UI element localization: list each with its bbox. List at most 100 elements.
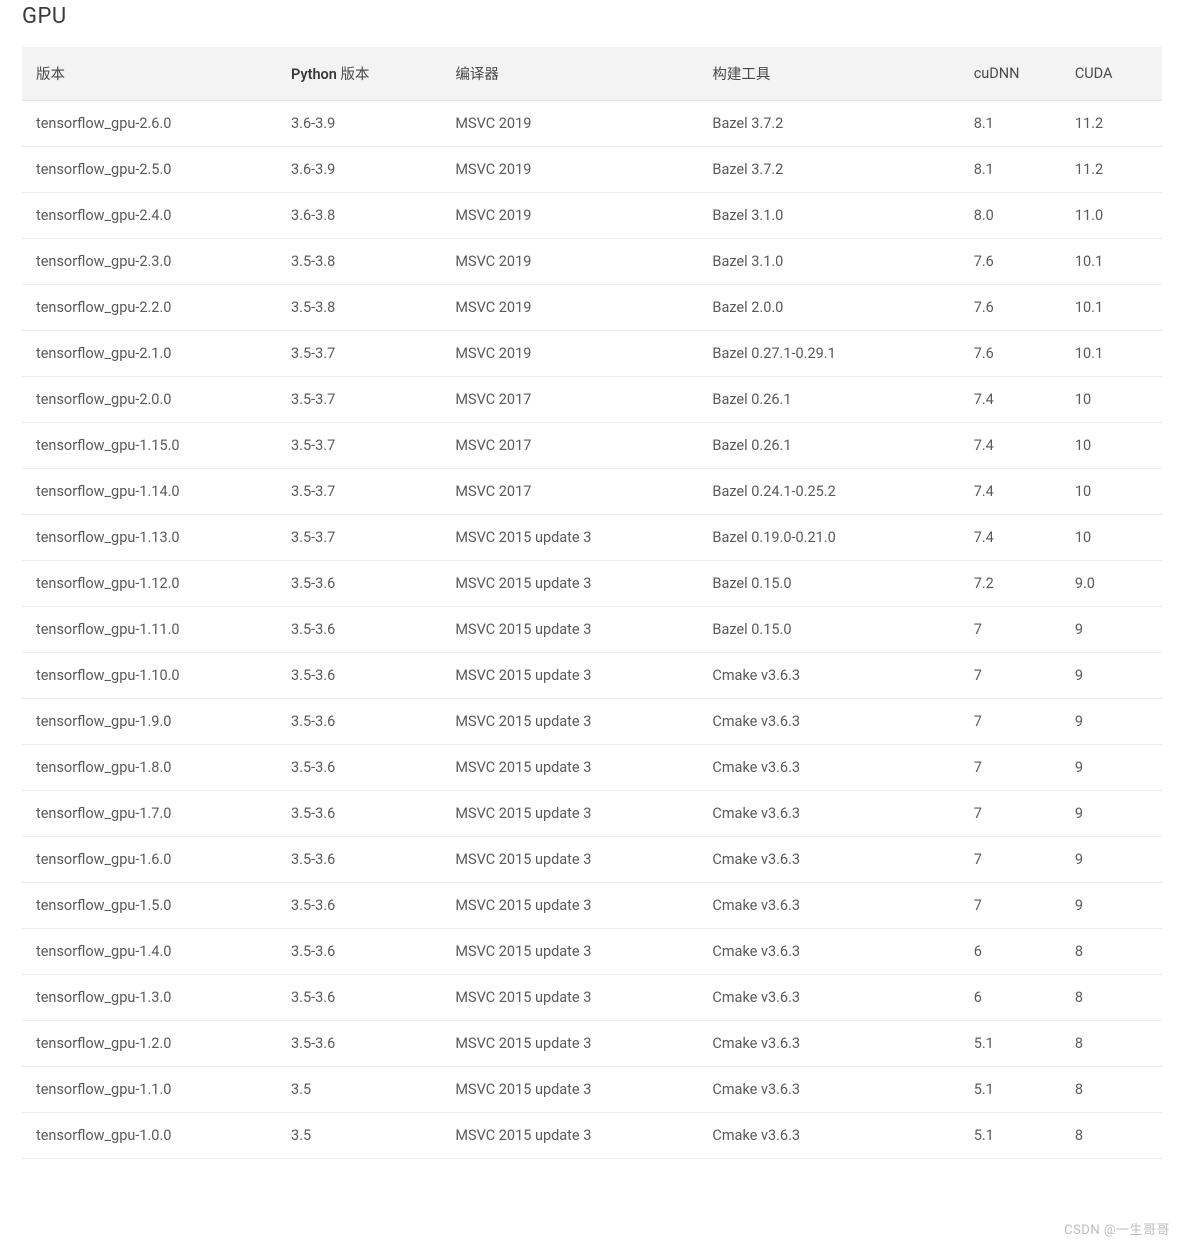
cell-cudnn: 5.1: [960, 1021, 1061, 1067]
cell-compiler: MSVC 2019: [441, 331, 698, 377]
cell-cuda: 10.1: [1061, 239, 1162, 285]
cell-version: tensorflow_gpu-1.15.0: [22, 423, 277, 469]
cell-python: 3.5: [277, 1067, 441, 1113]
table-row: tensorflow_gpu-2.0.03.5-3.7MSVC 2017Baze…: [22, 377, 1162, 423]
cell-cuda: 8: [1061, 929, 1162, 975]
table-header-row: 版本Python 版本编译器构建工具cuDNNCUDA: [22, 47, 1162, 101]
table-head: 版本Python 版本编译器构建工具cuDNNCUDA: [22, 47, 1162, 101]
cell-build: Bazel 0.24.1-0.25.2: [698, 469, 959, 515]
col-header-version: 版本: [22, 47, 277, 101]
compat-table: 版本Python 版本编译器构建工具cuDNNCUDA tensorflow_g…: [22, 47, 1162, 1159]
table-row: tensorflow_gpu-1.4.03.5-3.6MSVC 2015 upd…: [22, 929, 1162, 975]
cell-cudnn: 5.1: [960, 1113, 1061, 1159]
table-row: tensorflow_gpu-2.4.03.6-3.8MSVC 2019Baze…: [22, 193, 1162, 239]
table-row: tensorflow_gpu-1.9.03.5-3.6MSVC 2015 upd…: [22, 699, 1162, 745]
table-row: tensorflow_gpu-1.8.03.5-3.6MSVC 2015 upd…: [22, 745, 1162, 791]
cell-cuda: 9: [1061, 745, 1162, 791]
cell-build: Bazel 0.15.0: [698, 607, 959, 653]
cell-version: tensorflow_gpu-1.7.0: [22, 791, 277, 837]
cell-cudnn: 7.6: [960, 331, 1061, 377]
cell-python: 3.5-3.6: [277, 791, 441, 837]
cell-build: Bazel 0.19.0-0.21.0: [698, 515, 959, 561]
cell-compiler: MSVC 2015 update 3: [441, 745, 698, 791]
cell-python: 3.5-3.7: [277, 331, 441, 377]
cell-compiler: MSVC 2015 update 3: [441, 653, 698, 699]
cell-build: Bazel 3.1.0: [698, 239, 959, 285]
cell-build: Cmake v3.6.3: [698, 929, 959, 975]
table-row: tensorflow_gpu-2.6.03.6-3.9MSVC 2019Baze…: [22, 101, 1162, 147]
cell-cuda: 8: [1061, 975, 1162, 1021]
cell-cudnn: 7: [960, 699, 1061, 745]
cell-build: Cmake v3.6.3: [698, 653, 959, 699]
cell-python: 3.5-3.6: [277, 561, 441, 607]
cell-version: tensorflow_gpu-1.1.0: [22, 1067, 277, 1113]
col-header-python: Python 版本: [277, 47, 441, 101]
cell-version: tensorflow_gpu-1.2.0: [22, 1021, 277, 1067]
cell-build: Bazel 3.7.2: [698, 147, 959, 193]
cell-compiler: MSVC 2015 update 3: [441, 1067, 698, 1113]
cell-version: tensorflow_gpu-1.4.0: [22, 929, 277, 975]
page: GPU 版本Python 版本编译器构建工具cuDNNCUDA tensorfl…: [0, 0, 1184, 1179]
cell-compiler: MSVC 2015 update 3: [441, 515, 698, 561]
cell-cudnn: 7.4: [960, 423, 1061, 469]
cell-compiler: MSVC 2017: [441, 377, 698, 423]
table-body: tensorflow_gpu-2.6.03.6-3.9MSVC 2019Baze…: [22, 101, 1162, 1159]
table-row: tensorflow_gpu-1.7.03.5-3.6MSVC 2015 upd…: [22, 791, 1162, 837]
table-row: tensorflow_gpu-2.3.03.5-3.8MSVC 2019Baze…: [22, 239, 1162, 285]
cell-cudnn: 7: [960, 745, 1061, 791]
cell-cuda: 9: [1061, 883, 1162, 929]
table-row: tensorflow_gpu-1.3.03.5-3.6MSVC 2015 upd…: [22, 975, 1162, 1021]
cell-cuda: 9: [1061, 653, 1162, 699]
cell-version: tensorflow_gpu-1.13.0: [22, 515, 277, 561]
watermark: CSDN @一生哥哥: [1064, 1219, 1170, 1238]
cell-compiler: MSVC 2015 update 3: [441, 975, 698, 1021]
cell-cudnn: 6: [960, 929, 1061, 975]
table-row: tensorflow_gpu-1.1.03.5MSVC 2015 update …: [22, 1067, 1162, 1113]
cell-build: Bazel 0.15.0: [698, 561, 959, 607]
cell-build: Bazel 0.27.1-0.29.1: [698, 331, 959, 377]
cell-python: 3.6-3.9: [277, 101, 441, 147]
cell-cuda: 8: [1061, 1021, 1162, 1067]
cell-cuda: 8: [1061, 1113, 1162, 1159]
cell-compiler: MSVC 2019: [441, 193, 698, 239]
cell-python: 3.5: [277, 1113, 441, 1159]
cell-build: Cmake v3.6.3: [698, 883, 959, 929]
col-header-compiler: 编译器: [441, 47, 698, 101]
table-row: tensorflow_gpu-2.5.03.6-3.9MSVC 2019Baze…: [22, 147, 1162, 193]
cell-compiler: MSVC 2015 update 3: [441, 561, 698, 607]
cell-cudnn: 7: [960, 791, 1061, 837]
cell-cuda: 11.2: [1061, 147, 1162, 193]
cell-build: Cmake v3.6.3: [698, 791, 959, 837]
cell-cudnn: 7.2: [960, 561, 1061, 607]
cell-compiler: MSVC 2017: [441, 423, 698, 469]
cell-compiler: MSVC 2015 update 3: [441, 929, 698, 975]
cell-build: Cmake v3.6.3: [698, 837, 959, 883]
cell-python: 3.5-3.6: [277, 883, 441, 929]
cell-python: 3.5-3.6: [277, 699, 441, 745]
cell-cudnn: 8.0: [960, 193, 1061, 239]
cell-compiler: MSVC 2015 update 3: [441, 699, 698, 745]
cell-version: tensorflow_gpu-1.0.0: [22, 1113, 277, 1159]
cell-cuda: 10.1: [1061, 285, 1162, 331]
table-row: tensorflow_gpu-1.0.03.5MSVC 2015 update …: [22, 1113, 1162, 1159]
cell-compiler: MSVC 2015 update 3: [441, 607, 698, 653]
cell-compiler: MSVC 2017: [441, 469, 698, 515]
cell-cudnn: 8.1: [960, 147, 1061, 193]
cell-version: tensorflow_gpu-1.6.0: [22, 837, 277, 883]
cell-build: Bazel 0.26.1: [698, 377, 959, 423]
cell-build: Bazel 3.7.2: [698, 101, 959, 147]
cell-compiler: MSVC 2019: [441, 147, 698, 193]
table-row: tensorflow_gpu-1.2.03.5-3.6MSVC 2015 upd…: [22, 1021, 1162, 1067]
cell-python: 3.5-3.6: [277, 929, 441, 975]
cell-compiler: MSVC 2019: [441, 101, 698, 147]
cell-cudnn: 7.6: [960, 285, 1061, 331]
cell-python: 3.5-3.6: [277, 745, 441, 791]
cell-compiler: MSVC 2019: [441, 239, 698, 285]
table-row: tensorflow_gpu-1.13.03.5-3.7MSVC 2015 up…: [22, 515, 1162, 561]
col-header-cudnn: cuDNN: [960, 47, 1061, 101]
cell-cuda: 8: [1061, 1067, 1162, 1113]
table-row: tensorflow_gpu-1.11.03.5-3.6MSVC 2015 up…: [22, 607, 1162, 653]
cell-python: 3.5-3.6: [277, 837, 441, 883]
cell-cudnn: 7: [960, 883, 1061, 929]
cell-python: 3.6-3.9: [277, 147, 441, 193]
